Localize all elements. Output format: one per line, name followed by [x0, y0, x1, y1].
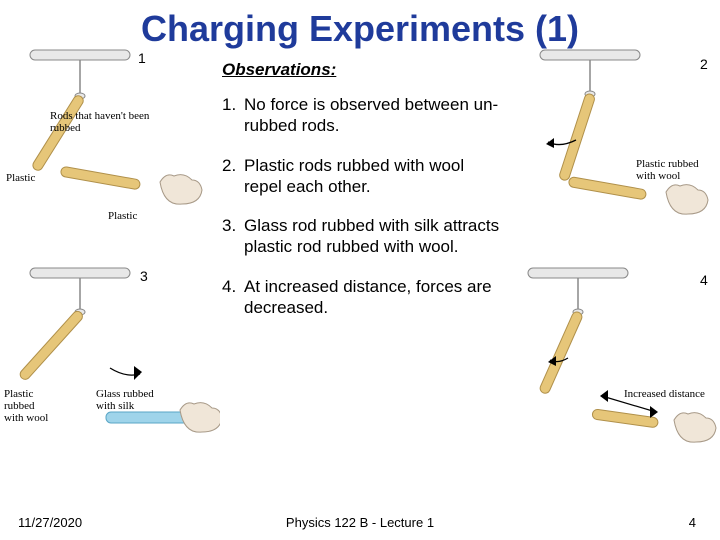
observations-block: Observations: 1. No force is observed be… [222, 60, 502, 336]
caption-1b: Plastic [6, 172, 35, 184]
illus-panel-3 [10, 262, 220, 472]
obs-num: 1. [222, 94, 244, 137]
obs-item-4: 4. At increased distance, forces are dec… [222, 276, 502, 319]
caption-2a: Plastic rubbed with wool [636, 158, 712, 182]
observations-heading: Observations: [222, 60, 502, 80]
obs-text: Plastic rods rubbed with wool repel each… [244, 155, 502, 198]
illus-panel-2 [520, 44, 720, 254]
content-area: 1 2 3 4 Observations: 1. No force is obs… [0, 50, 720, 510]
caption-3a: Plastic rubbed with wool [4, 388, 56, 424]
rods-icon [10, 262, 220, 472]
caption-1c: Plastic [108, 210, 137, 222]
obs-item-1: 1. No force is observed between un-rubbe… [222, 94, 502, 137]
obs-text: Glass rod rubbed with silk attracts plas… [244, 215, 502, 258]
footer-mid: Physics 122 B - Lecture 1 [0, 515, 720, 530]
obs-text: No force is observed between un-rubbed r… [244, 94, 502, 137]
footer-page: 4 [689, 515, 696, 530]
obs-item-3: 3. Glass rod rubbed with silk attracts p… [222, 215, 502, 258]
page-title: Charging Experiments (1) [0, 0, 720, 50]
caption-3b: Glass rubbed with silk [96, 388, 174, 412]
obs-num: 3. [222, 215, 244, 258]
caption-1a: Rods that haven't been rubbed [50, 110, 150, 134]
illus-panel-4 [508, 262, 718, 472]
obs-num: 2. [222, 155, 244, 198]
rods-icon [508, 262, 718, 472]
obs-item-2: 2. Plastic rods rubbed with wool repel e… [222, 155, 502, 198]
obs-num: 4. [222, 276, 244, 319]
rods-icon [520, 44, 720, 254]
caption-4a: Increased distance [624, 388, 716, 400]
obs-text: At increased distance, forces are decrea… [244, 276, 502, 319]
